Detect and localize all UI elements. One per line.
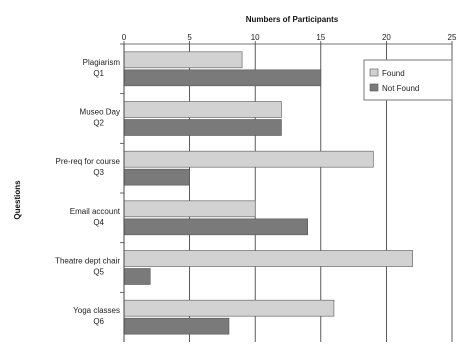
legend-box (363, 59, 453, 101)
legend-label-found: Found (382, 69, 405, 78)
bar-not-found-q6 (123, 317, 230, 335)
x-tick-label-25: 25 (448, 33, 457, 42)
x-tick-label-15: 15 (316, 33, 325, 42)
category-label-q6: Yoga classes Q6 (73, 306, 120, 326)
legend-swatch-not-found (369, 83, 379, 92)
category-label-q3: Pre-req for course Q3 (56, 157, 121, 177)
category-label-q1: Plagiarism Q1 (83, 58, 121, 78)
bar-not-found-q2 (123, 119, 282, 136)
x-tick-label-10: 10 (251, 33, 260, 42)
bar-found-q2 (123, 101, 282, 118)
bar-not-found-q4 (123, 218, 308, 236)
bar-found-q1 (123, 51, 243, 69)
category-labels: Plagiarism Q1 Museo Day Q2 Pre-req for cours… (55, 43, 124, 326)
bar-found-q3 (123, 150, 374, 168)
bar-not-found-q1 (123, 69, 322, 87)
bar-found-q4 (123, 200, 256, 218)
x-tick-label-20: 20 (382, 33, 391, 42)
category-label-q2: Museo Day Q2 (80, 108, 120, 128)
legend-swatch-found (369, 68, 379, 77)
bar-found-q6 (123, 299, 335, 317)
bar-found-q5 (123, 250, 413, 267)
legend-label-not-found: Not Found (382, 84, 419, 93)
y-axis-label: Questions (13, 180, 22, 220)
category-label-q5: Theatre dept chair Q5 (55, 257, 120, 277)
bar-not-found-q3 (123, 168, 190, 186)
category-label-q4: Email account Q4 (70, 207, 121, 227)
chart-title: Numbers of Participants (246, 15, 339, 24)
x-tick-label-0: 0 (122, 33, 127, 42)
x-tick-label-5: 5 (187, 33, 192, 42)
x-axis-ticks: 0 5 10 15 20 25 (122, 33, 457, 45)
bar-not-found-q5 (123, 268, 151, 285)
legend: Found Not Found (363, 59, 453, 101)
